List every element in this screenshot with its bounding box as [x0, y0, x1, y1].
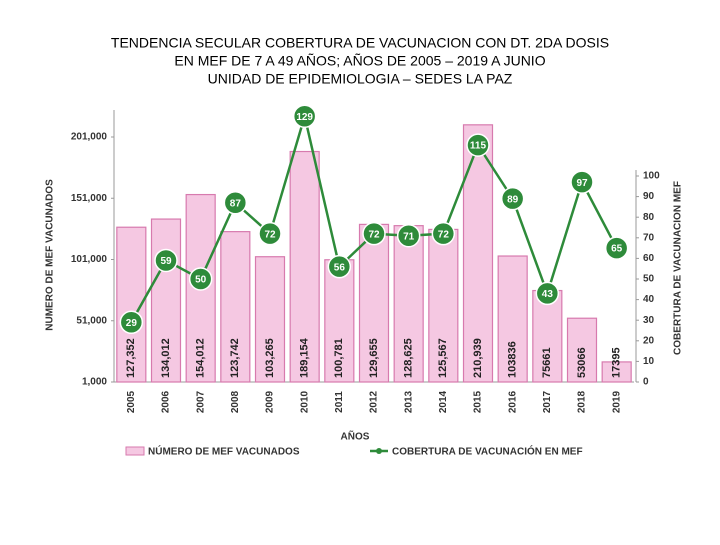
- bar-value-label: 128,625: [403, 338, 415, 378]
- y2-tick-label: 70: [643, 232, 655, 243]
- coverage-point: [223, 191, 248, 215]
- coverage-point: [258, 221, 282, 246]
- bar-value-label: 154,012: [195, 338, 207, 378]
- bar: [358, 223, 390, 383]
- coverage-label: 59: [160, 256, 172, 267]
- bar: [532, 289, 563, 383]
- bar-value-label: 75661: [541, 347, 553, 378]
- coverage-label: 72: [438, 229, 450, 240]
- coverage-label: 72: [368, 229, 380, 240]
- coverage-label: 56: [334, 262, 346, 273]
- x-tick-label: 2009: [265, 390, 276, 413]
- bar-value-label: 127,352: [125, 338, 137, 378]
- coverage-label: 129: [296, 112, 313, 123]
- coverage-label: 97: [576, 178, 588, 189]
- y2-tick-label: 20: [643, 335, 655, 346]
- y-tick-label: 151,000: [71, 193, 108, 204]
- y2-tick-label: 60: [643, 253, 655, 264]
- coverage-label: 43: [542, 289, 554, 300]
- y2-tick-label: 50: [643, 274, 655, 285]
- bar: [324, 259, 355, 383]
- y2-tick-label: 10: [643, 356, 655, 367]
- coverage-label: 89: [507, 194, 519, 205]
- bar: [220, 231, 251, 383]
- y-tick-label: 201,000: [71, 132, 108, 143]
- bar-value-label: 100,781: [333, 338, 345, 378]
- bar-value-label: 134,012: [160, 338, 172, 378]
- coverage-label: 87: [230, 198, 242, 209]
- bar: [601, 361, 632, 383]
- coverage-point: [396, 223, 421, 248]
- y-tick-label: 1,000: [82, 377, 107, 388]
- bar-value-label: 17395: [611, 347, 623, 378]
- bar: [497, 255, 528, 383]
- coverage-point: [188, 267, 213, 291]
- x-tick-label: 2019: [611, 390, 622, 413]
- y-tick-label: 101,000: [71, 254, 108, 265]
- coverage-label: 115: [470, 141, 487, 152]
- x-tick-label: 2017: [542, 390, 553, 413]
- x-tick-label: 2016: [507, 390, 518, 413]
- x-tick-label: 2008: [230, 390, 241, 413]
- title-line: EN MEF DE 7 A 49 AÑOS; AÑOS DE 2005 – 20…: [174, 53, 545, 69]
- legend-label: NÚMERO DE MEF VACUNADOS: [148, 445, 300, 458]
- x-tick-label: 2012: [369, 390, 380, 413]
- y2-tick-label: 0: [643, 377, 649, 388]
- coverage-point: [604, 236, 629, 260]
- bar: [254, 256, 286, 383]
- x-tick-label: 2005: [126, 390, 137, 413]
- x-tick-label: 2007: [195, 390, 206, 413]
- y2-tick-label: 80: [643, 212, 655, 223]
- x-axis-label: AÑOS: [341, 430, 370, 443]
- coverage-point: [570, 170, 594, 194]
- bar-value-label: 53066: [576, 347, 588, 378]
- coverage-label: 71: [403, 231, 415, 242]
- coverage-label: 29: [126, 318, 138, 329]
- x-tick-label: 2015: [473, 390, 484, 413]
- coverage-point: [154, 248, 178, 273]
- bar-value-label: 103836: [507, 341, 519, 378]
- coverage-point: [292, 104, 317, 129]
- x-tick-label: 2006: [161, 390, 172, 413]
- x-tick-label: 2014: [438, 390, 449, 413]
- legend-swatch: [125, 446, 145, 456]
- y-axis-label: NUMERO DE MEF VACUNADOS: [45, 179, 56, 331]
- bar-value-label: 210,939: [472, 338, 484, 378]
- y-tick-label: 51,000: [76, 315, 107, 326]
- bar-value-label: 189,154: [299, 337, 311, 378]
- bar-value-label: 123,742: [229, 338, 241, 378]
- coverage-point: [327, 254, 352, 279]
- bar: [428, 228, 459, 383]
- coverage-label: 72: [264, 229, 276, 240]
- legend-marker: [376, 448, 382, 454]
- bar-value-label: 125,567: [437, 338, 449, 378]
- y2-tick-label: 40: [643, 294, 655, 305]
- coverage-point: [362, 221, 386, 246]
- bar-value-label: 129,655: [368, 338, 380, 378]
- coverage-label: 50: [195, 275, 207, 286]
- y2-axis-label: COBERTURA DE VACUNACION MEF: [673, 181, 684, 355]
- coverage-point: [535, 281, 560, 306]
- bar: [566, 317, 598, 383]
- coverage-point: [500, 186, 525, 211]
- x-tick-label: 2010: [299, 390, 310, 413]
- x-tick-label: 2018: [577, 390, 588, 413]
- title-line: TENDENCIA SECULAR COBERTURA DE VACUNACIO…: [111, 35, 609, 51]
- coverage-point: [431, 221, 456, 246]
- legend-label: COBERTURA DE VACUNACIÓN EN MEF: [392, 445, 583, 458]
- coverage-label: 65: [611, 244, 623, 255]
- x-tick-label: 2011: [334, 391, 345, 413]
- coverage-point: [119, 310, 144, 335]
- bar-value-label: 103,265: [264, 338, 276, 378]
- x-tick-label: 2013: [403, 390, 414, 413]
- title-line: UNIDAD DE EPIDEMIOLOGIA – SEDES LA PAZ: [208, 71, 513, 87]
- bar: [150, 218, 182, 383]
- bar: [289, 150, 320, 383]
- y2-tick-label: 100: [643, 171, 660, 182]
- y2-tick-label: 90: [643, 191, 655, 202]
- y2-tick-label: 30: [643, 315, 655, 326]
- coverage-point: [466, 133, 490, 157]
